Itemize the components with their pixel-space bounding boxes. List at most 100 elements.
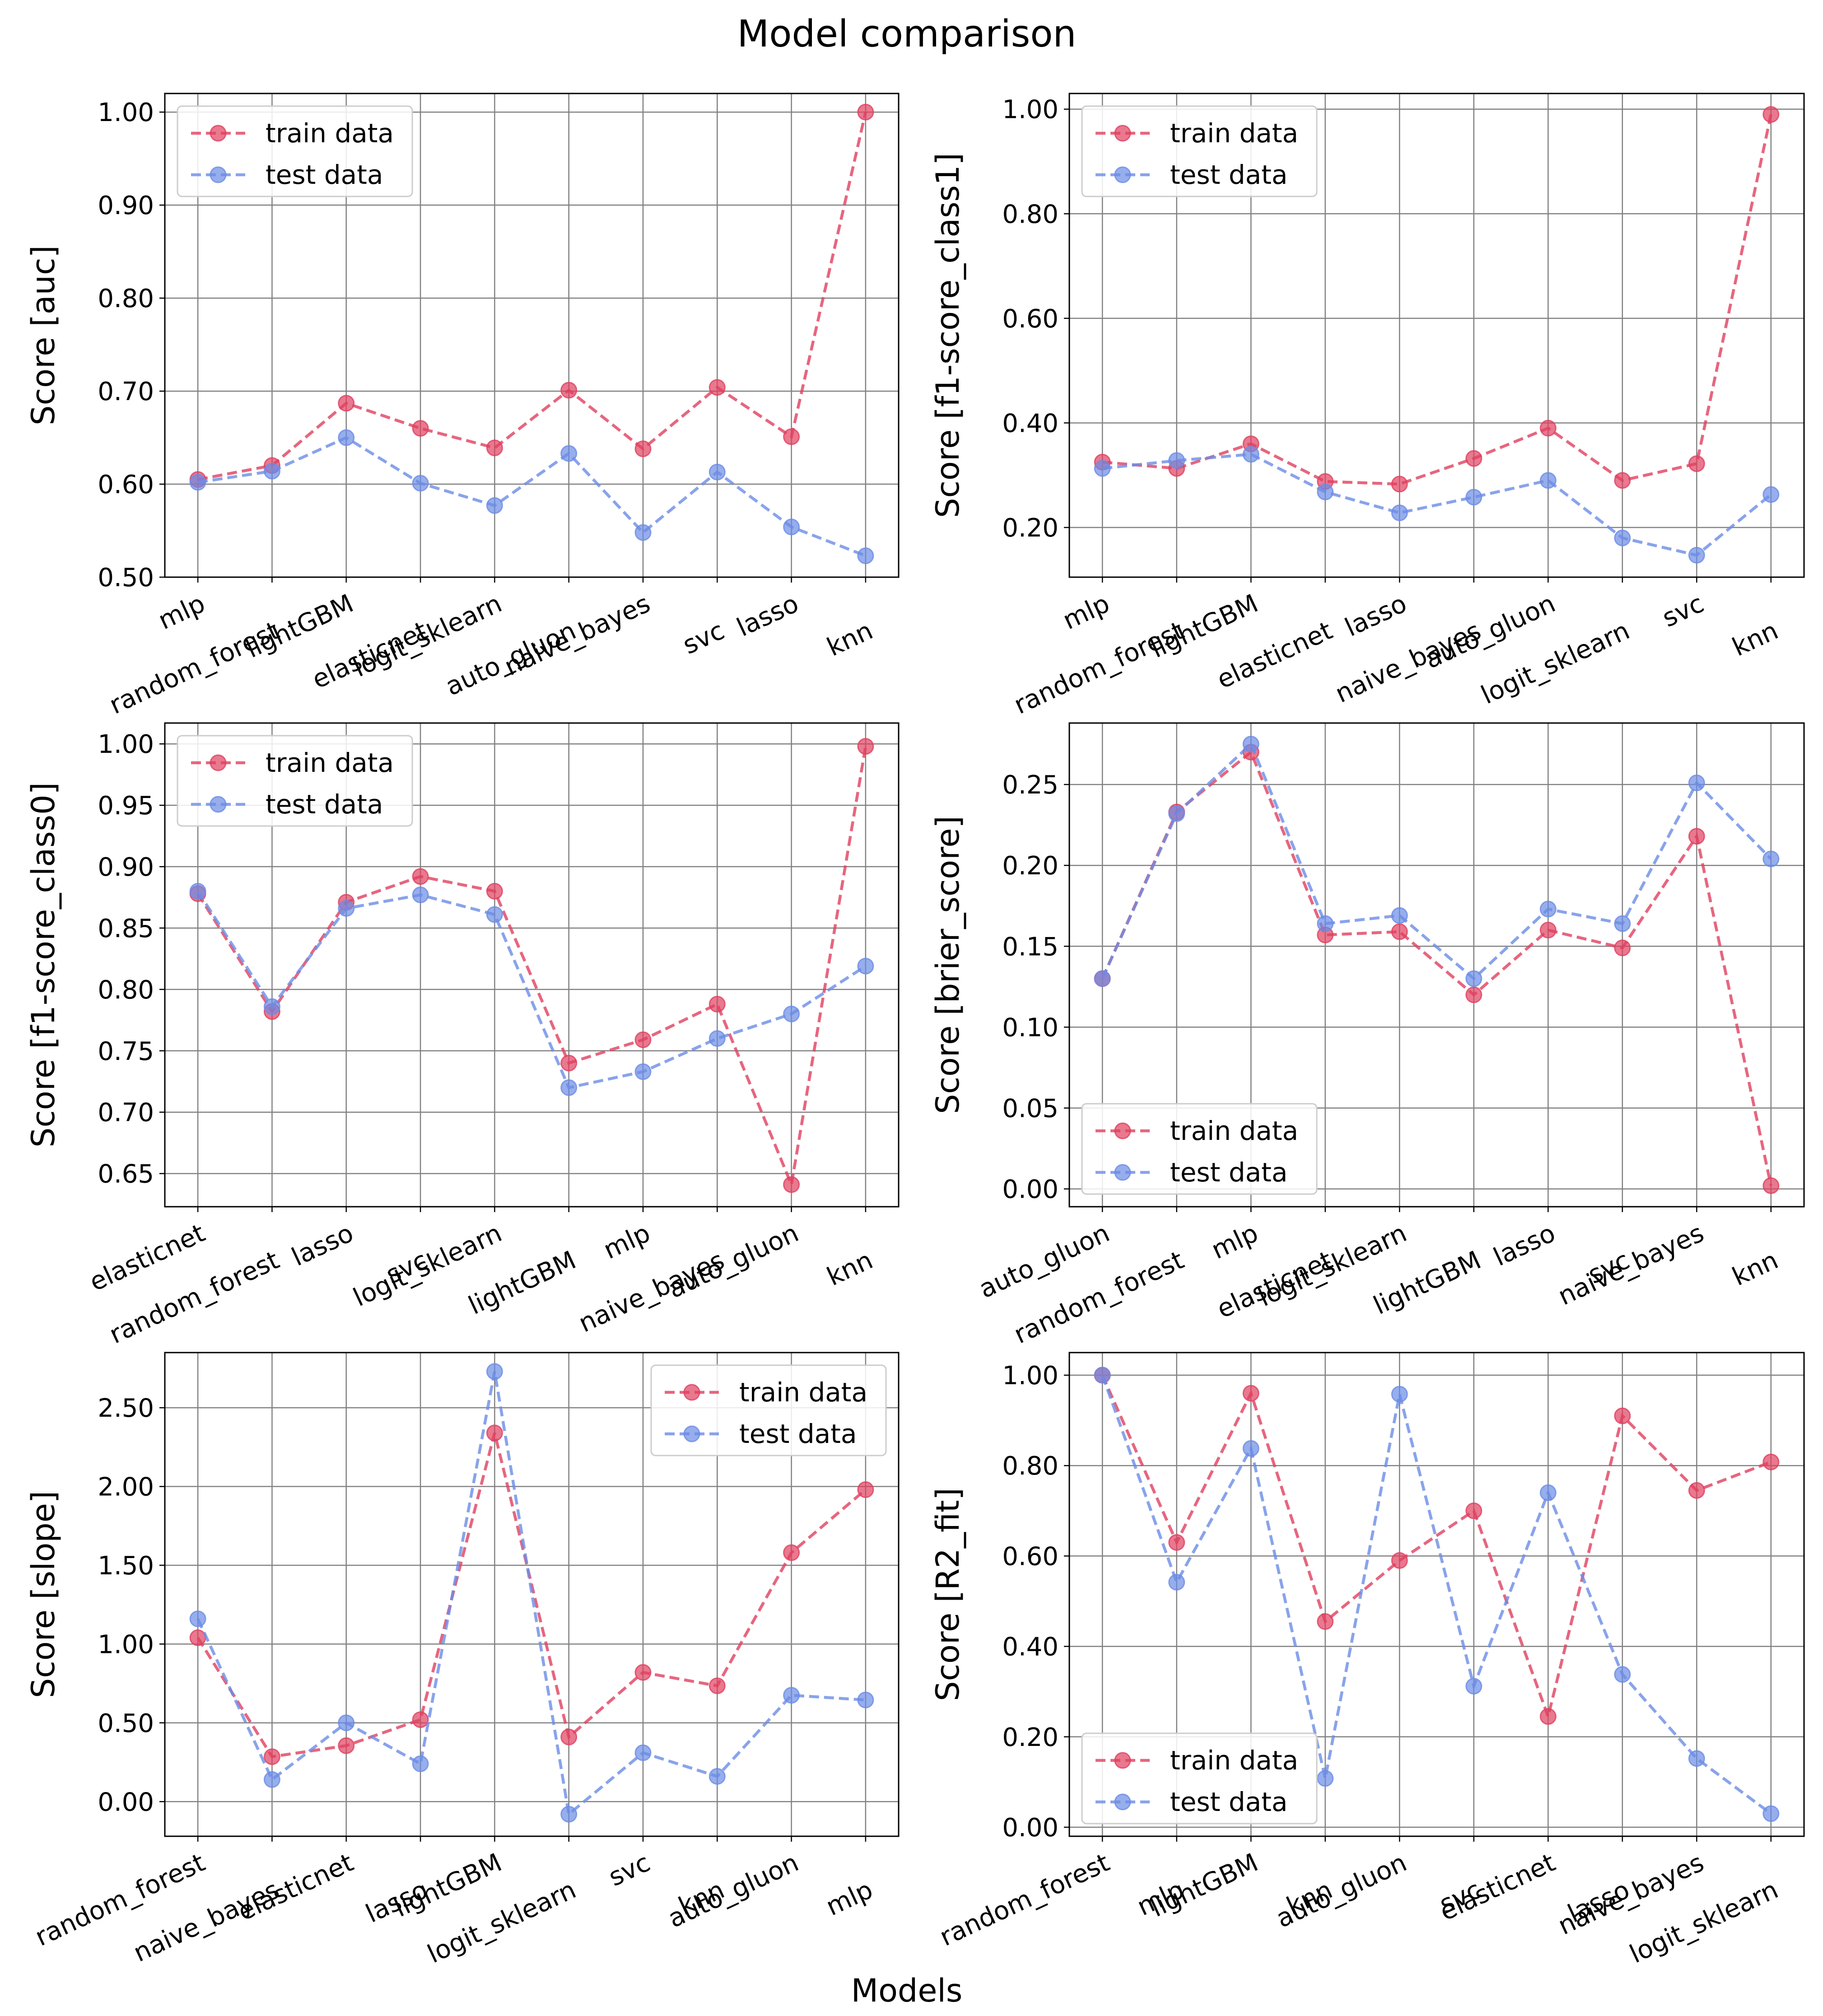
data-point-test	[634, 1744, 652, 1761]
legend-label-train: train data	[1170, 1745, 1298, 1776]
data-point-test	[338, 900, 355, 917]
y-tick-label: 0.40	[1002, 409, 1058, 438]
data-point-test	[1539, 1484, 1557, 1501]
data-point-train	[1168, 1534, 1185, 1551]
y-tick-label: 0.70	[98, 1098, 154, 1128]
legend-marker-train	[1114, 125, 1131, 142]
data-point-test	[1465, 489, 1483, 506]
data-point-test	[412, 475, 429, 492]
legend-label-test: test data	[739, 1419, 857, 1449]
data-point-train	[634, 1031, 652, 1048]
data-point-train	[1539, 1708, 1557, 1725]
data-point-test	[1688, 546, 1705, 564]
y-tick-label: 0.40	[1002, 1633, 1058, 1662]
data-point-train	[709, 995, 726, 1013]
data-point-test	[1094, 460, 1111, 477]
data-point-test	[1242, 1440, 1259, 1457]
data-point-test	[189, 1610, 206, 1628]
legend-label-test: test data	[1170, 159, 1287, 190]
data-point-train	[857, 1481, 874, 1498]
y-tick-label: 2.50	[98, 1394, 154, 1423]
data-point-train	[1242, 1385, 1259, 1402]
data-point-train	[189, 1629, 206, 1646]
data-point-test	[560, 1079, 578, 1096]
y-tick-label: 0.25	[1002, 770, 1058, 800]
y-tick-label: 0.95	[98, 791, 154, 821]
y-axis-label: Score [f1-score_class1]	[929, 153, 966, 518]
data-point-train	[412, 420, 429, 437]
data-point-test	[709, 1030, 726, 1047]
y-tick-label: 1.00	[98, 98, 154, 127]
y-tick-label: 0.20	[1002, 1723, 1058, 1752]
global-x-axis-label: Models	[851, 1972, 963, 2009]
legend-label-test: test data	[266, 789, 383, 820]
series-line-test	[196, 890, 867, 1090]
axes-frame	[164, 93, 900, 578]
data-point-train	[1762, 1453, 1780, 1470]
legend-marker-train	[210, 125, 227, 142]
data-point-test	[560, 445, 578, 462]
data-point-test	[1688, 1750, 1705, 1767]
data-point-train	[412, 868, 429, 885]
data-point-train	[560, 1055, 578, 1072]
y-tick-label: 0.20	[1002, 851, 1058, 881]
data-point-test	[1317, 1770, 1334, 1787]
series-line-test	[1102, 453, 1772, 557]
data-point-train	[1465, 450, 1483, 467]
y-tick-label: 0.00	[1002, 1813, 1058, 1843]
data-point-train	[1688, 455, 1705, 472]
data-point-test	[1242, 446, 1259, 463]
data-point-train	[1688, 1482, 1705, 1499]
data-point-test	[1614, 1666, 1631, 1683]
data-point-test	[1539, 472, 1557, 489]
y-tick-label: 0.60	[1002, 1542, 1058, 1571]
y-axis-label: Score [brier_score]	[929, 816, 966, 1114]
data-point-test	[709, 1768, 726, 1785]
legend-marker-test	[1114, 1164, 1131, 1181]
y-tick-label: 0.80	[98, 975, 154, 1005]
y-tick-label: 0.90	[98, 853, 154, 882]
data-point-train	[783, 428, 800, 445]
legend-label-train: train data	[1170, 118, 1298, 149]
data-point-train	[412, 1711, 429, 1728]
legend-marker-train	[1114, 1752, 1131, 1769]
data-point-train	[1762, 106, 1780, 123]
data-point-train	[634, 1664, 652, 1681]
legend-label-train: train data	[1170, 1115, 1298, 1146]
legend: train data test data	[177, 735, 413, 827]
data-point-train	[634, 440, 652, 457]
y-tick-label: 2.00	[98, 1473, 154, 1502]
series-line-test	[196, 1371, 866, 1817]
data-point-train	[1465, 986, 1483, 1003]
data-point-test	[1391, 1386, 1408, 1403]
data-point-test	[857, 957, 874, 975]
y-axis-label: Score [auc]	[25, 245, 62, 425]
data-point-test	[263, 462, 280, 480]
data-point-test	[1762, 850, 1780, 868]
y-tick-label: 0.50	[98, 563, 154, 593]
y-tick-label: 0.15	[1002, 932, 1058, 961]
y-tick-label: 1.00	[98, 730, 154, 759]
data-point-test	[189, 882, 206, 900]
y-tick-label: 0.50	[98, 1709, 154, 1738]
data-point-train	[486, 882, 503, 900]
data-point-test	[1242, 736, 1259, 753]
data-point-test	[1762, 486, 1780, 503]
legend-marker-test	[683, 1425, 700, 1442]
data-point-train	[560, 382, 578, 399]
data-point-train	[1614, 939, 1631, 957]
data-point-test	[783, 1005, 800, 1022]
legend: train data test data	[1081, 1732, 1318, 1825]
series-line-train	[1101, 750, 1772, 1186]
y-tick-label: 0.00	[98, 1787, 154, 1817]
data-point-test	[412, 1755, 429, 1773]
y-tick-label: 0.80	[1002, 1451, 1058, 1481]
data-point-train	[709, 1677, 726, 1694]
data-point-test	[634, 1063, 652, 1080]
legend-marker-test	[1114, 166, 1131, 183]
data-point-test	[1317, 483, 1334, 500]
data-point-train	[486, 1424, 503, 1442]
data-point-test	[1391, 907, 1408, 924]
data-point-train	[1614, 472, 1631, 489]
